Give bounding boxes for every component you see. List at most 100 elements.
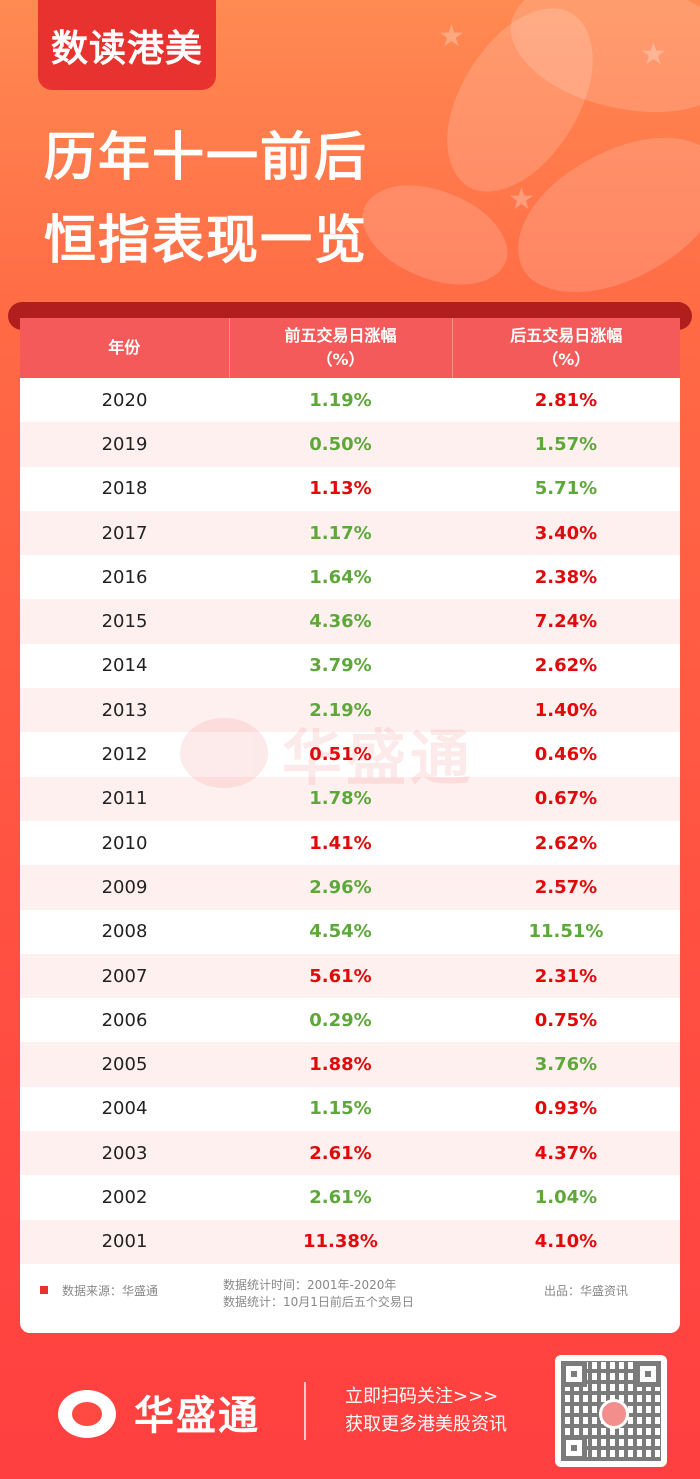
cell-before: 5.61% [229,953,452,999]
cell-year: 2002 [101,1186,148,1208]
header-before: 前五交易日涨幅 （%） [229,318,453,378]
cell-year: 2012 [101,744,148,766]
data-card: 华盛通 年份 前五交易日涨幅 （%） 后五交易日涨幅 （%） 2020 1.19%… [20,318,680,1333]
cell-before: 2.61% [309,1186,372,1208]
cell-before: 2.19% [229,688,452,733]
cell-before: 2.61% [229,1131,452,1176]
footer-cta-line-2: 获取更多港美股资讯 [345,1414,507,1435]
cell-before: 1.19% [309,389,372,411]
cell-before: 1.13% [309,478,372,500]
cell-year: 2005 [20,1042,229,1087]
cell-year: 2018 [101,478,148,500]
cell-after: 0.93% [534,1098,598,1120]
cell-before: 1.78% [229,776,452,821]
hsi-performance-table: 年份 前五交易日涨幅 （%） 后五交易日涨幅 （%） 2020 1.19% 2.81… [20,318,680,1264]
footer-logo: 华盛通 [54,1382,260,1442]
cell-before: 2.96% [229,865,452,910]
cell-year: 2008 [101,921,148,943]
cell-after: 2.62% [534,655,598,677]
cell-after: 2.57% [452,865,680,910]
cell-before: 11.38% [229,1219,452,1264]
qr-code-icon [561,1361,661,1461]
table-row: 2020 1.19% 2.81% [20,378,680,422]
table-row: 2016 1.64% 2.38% [20,555,680,599]
cell-year: 2010 [101,832,148,854]
brand-tab: 数读港美 [38,0,216,90]
header-before-label: 前五交易日涨幅 [284,326,397,345]
star-icon: ★ [508,182,535,217]
cell-after: 0.46% [534,744,598,766]
header-before-unit: （%） [316,350,365,369]
cell-year: 2006 [101,1009,148,1031]
qr-code[interactable] [555,1355,667,1467]
star-icon: ★ [640,37,667,72]
cell-after: 1.40% [452,688,680,733]
table-row: 2013 2.19% 1.40% [20,688,680,733]
cell-after: 11.51% [528,921,604,943]
page-title-line-1: 历年十一前后 [44,128,369,188]
cell-before: 1.88% [229,1042,452,1087]
cell-after: 2.81% [534,389,598,411]
footnotes: 数据来源：华盛通 数据统计时间：2001年-2020年 数据统计：10月1日前后… [20,1278,680,1320]
cell-before: 3.79% [309,655,372,677]
table-header-row: 年份 前五交易日涨幅 （%） 后五交易日涨幅 （%） [20,318,680,378]
huasheng-logo-icon [54,1382,124,1442]
footnote-period: 数据统计时间：2001年-2020年 [223,1278,397,1292]
table-row: 2009 2.96% 2.57% [20,865,680,910]
cell-before: 1.17% [229,510,452,556]
cell-after: 1.04% [534,1186,598,1208]
cell-year: 2003 [20,1131,229,1176]
cell-after: 3.40% [452,510,680,556]
cell-after: 4.37% [452,1131,680,1176]
cell-after: 4.10% [452,1219,680,1264]
cell-after: 3.76% [452,1042,680,1087]
table-row: 2012 0.51% 0.46% [20,732,680,776]
header-after: 后五交易日涨幅 （%） [452,318,680,378]
table-row: 2008 4.54% 11.51% [20,910,680,954]
footer-cta-line-1: 立即扫码关注>>> [345,1386,499,1407]
cell-after: 0.67% [452,776,680,821]
table-row: 2010 1.41% 2.62% [20,821,680,865]
cell-before: 4.54% [309,921,372,943]
cell-before: 1.64% [309,566,372,588]
table-row: 2015 4.36% 7.24% [20,599,680,644]
footer-divider [304,1382,306,1440]
header-after-label: 后五交易日涨幅 [510,326,623,345]
page-title-line-2: 恒指表现一览 [44,211,369,271]
footer-logo-text: 华盛通 [134,1393,260,1439]
cell-year: 2007 [20,953,229,999]
cell-year: 2019 [20,422,229,467]
cell-before: 1.41% [309,832,372,854]
cell-after: 1.57% [452,422,680,467]
table-row: 2002 2.61% 1.04% [20,1175,680,1219]
cell-before: 0.51% [309,744,372,766]
cell-year: 2009 [20,865,229,910]
cell-after: 2.62% [534,832,598,854]
cell-year: 2013 [20,688,229,733]
cell-year: 2001 [20,1219,229,1264]
cell-before: 0.29% [309,1009,372,1031]
table-row: 2003 2.61% 4.37% [20,1131,680,1176]
cell-after: 2.38% [534,566,598,588]
cell-after: 0.75% [534,1009,598,1031]
cell-before: 1.15% [309,1098,372,1120]
cell-before: 4.36% [229,599,452,644]
table-row: 2004 1.15% 0.93% [20,1087,680,1131]
table-row: 2001 11.38% 4.10% [20,1219,680,1264]
table-row: 2018 1.13% 5.71% [20,467,680,511]
table-row: 2006 0.29% 0.75% [20,998,680,1042]
footnote-source: 数据来源：华盛通 [62,1284,159,1298]
cell-after: 7.24% [452,599,680,644]
table-row: 2014 3.79% 2.62% [20,644,680,688]
cell-year: 2004 [101,1098,148,1120]
footnote-method: 数据统计：10月1日前后五个交易日 [223,1295,414,1309]
table-row: 2017 1.17% 3.40% [20,510,680,556]
cell-after: 5.71% [534,478,598,500]
star-icon: ★ [438,19,465,54]
cell-year: 2014 [101,655,148,677]
header-year-label: 年份 [108,338,141,357]
table-row: 2007 5.61% 2.31% [20,953,680,999]
cell-year: 2020 [101,389,148,411]
table-row: 2011 1.78% 0.67% [20,776,680,821]
legend-square-icon [40,1286,48,1294]
